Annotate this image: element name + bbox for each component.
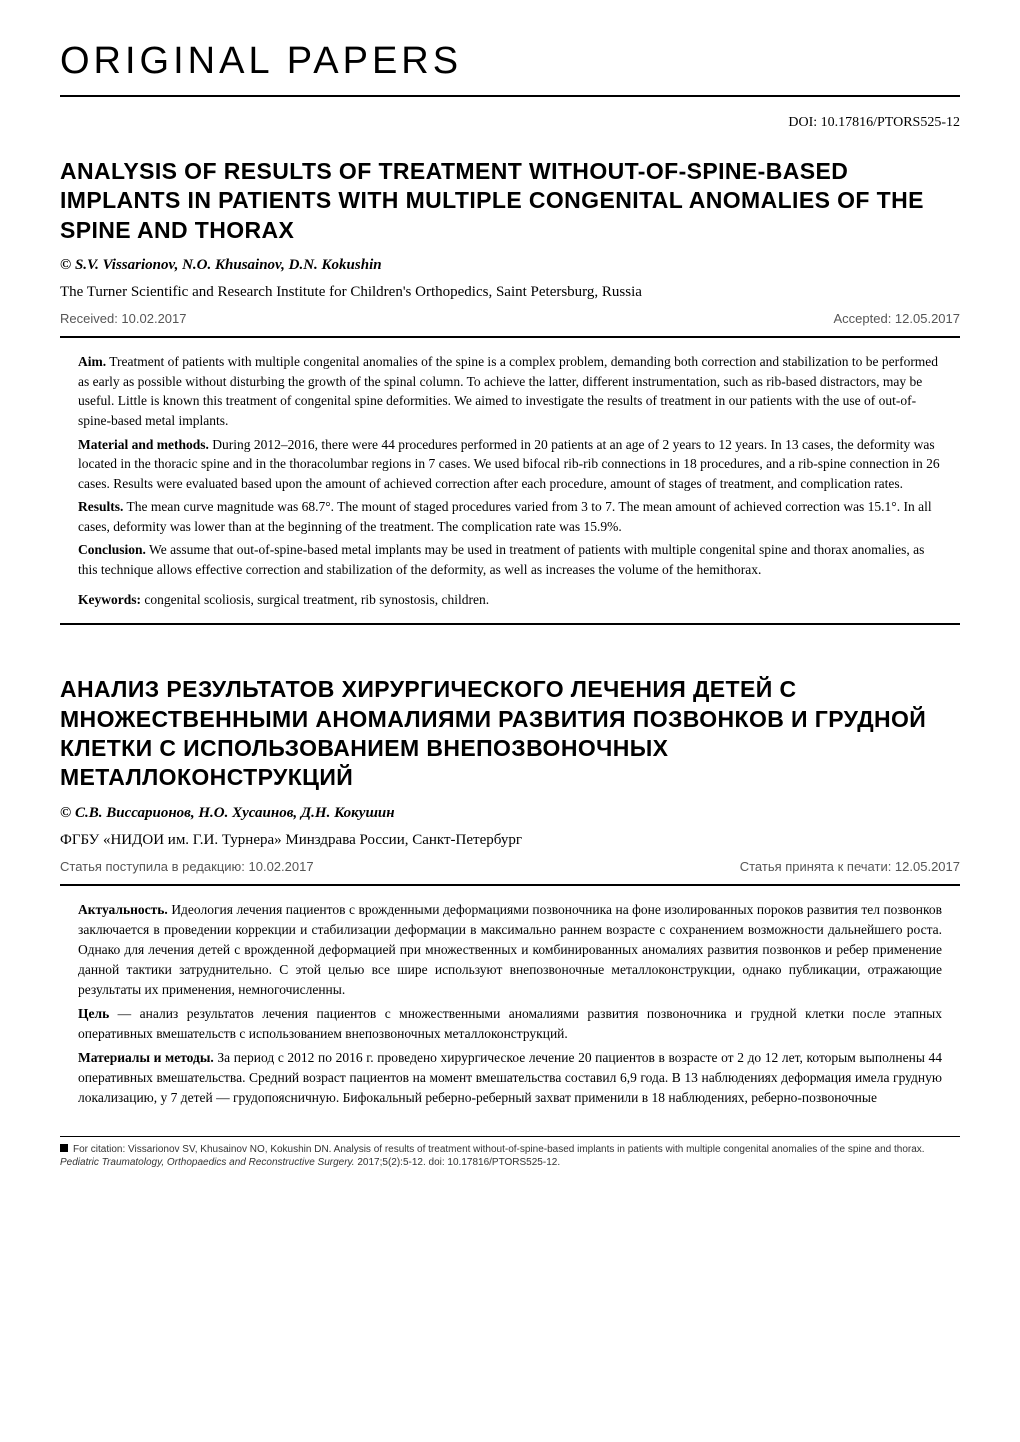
authors-en: © S.V. Vissarionov, N.O. Khusainov, D.N.… [60,257,960,274]
accepted-en: Accepted: 12.05.2017 [834,311,961,326]
abstract-en: Aim. Treatment of patients with multiple… [60,352,960,609]
citation-prefix: For citation: Vissarionov SV, Khusainov … [73,1144,925,1155]
citation-journal: Pediatric Traumatology, Orthopaedics and… [60,1157,355,1168]
footer-rule [60,1136,960,1137]
authors-ru: © С.В. Виссарионов, Н.О. Хусаинов, Д.Н. … [60,805,960,822]
aim-text-en: Treatment of patients with multiple cong… [78,354,938,428]
aim-label-en: Aim. [78,354,106,369]
doi: DOI: 10.17816/PTORS525-12 [60,115,960,131]
affiliation-ru: ФГБУ «НИДОИ им. Г.И. Турнера» Минздрава … [60,832,960,849]
citation: For citation: Vissarionov SV, Khusainov … [60,1143,960,1170]
aim-text-ru: — анализ результатов лечения пациентов с… [78,1006,942,1041]
received-en: Received: 10.02.2017 [60,311,186,326]
citation-suffix: 2017;5(2):5-12. doi: 10.17816/PTORS525-1… [355,1157,561,1168]
keywords-label-en: Keywords: [78,592,141,607]
bg-text-ru: Идеология лечения пациентов с врожденным… [78,902,942,997]
conclusion-label-en: Conclusion. [78,542,146,557]
title-en: ANALYSIS OF RESULTS OF TREATMENT WITHOUT… [60,157,960,245]
aim-label-ru: Цель [78,1006,109,1021]
results-text-en: The mean curve magnitude was 68.7°. The … [78,499,932,534]
dates-row-en: Received: 10.02.2017 Accepted: 12.05.201… [60,311,960,326]
title-ru: АНАЛИЗ РЕЗУЛЬТАТОВ ХИРУРГИЧЕСКОГО ЛЕЧЕНИ… [60,675,960,793]
conclusion-text-en: We assume that out-of-spine-based metal … [78,542,924,577]
dates-row-ru: Статья поступила в редакцию: 10.02.2017 … [60,859,960,874]
mm-label-ru: Материалы и методы. [78,1050,214,1065]
section-heading: ORIGINAL PAPERS [60,40,960,83]
rule-under-section [60,95,960,97]
rule-abstract-top-en [60,336,960,338]
accepted-ru: Статья принята к печати: 12.05.2017 [740,859,960,874]
affiliation-en: The Turner Scientific and Research Insti… [60,284,960,301]
results-label-en: Results. [78,499,123,514]
bg-label-ru: Актуальность. [78,902,168,917]
mm-label-en: Material and methods. [78,437,209,452]
abstract-ru: Актуальность. Идеология лечения пациенто… [60,900,960,1108]
keywords-text-en: congenital scoliosis, surgical treatment… [144,592,489,607]
rule-abstract-top-ru [60,884,960,886]
received-ru: Статья поступила в редакцию: 10.02.2017 [60,859,314,874]
rule-abstract-bottom-en [60,623,960,625]
square-bullet-icon [60,1144,68,1152]
